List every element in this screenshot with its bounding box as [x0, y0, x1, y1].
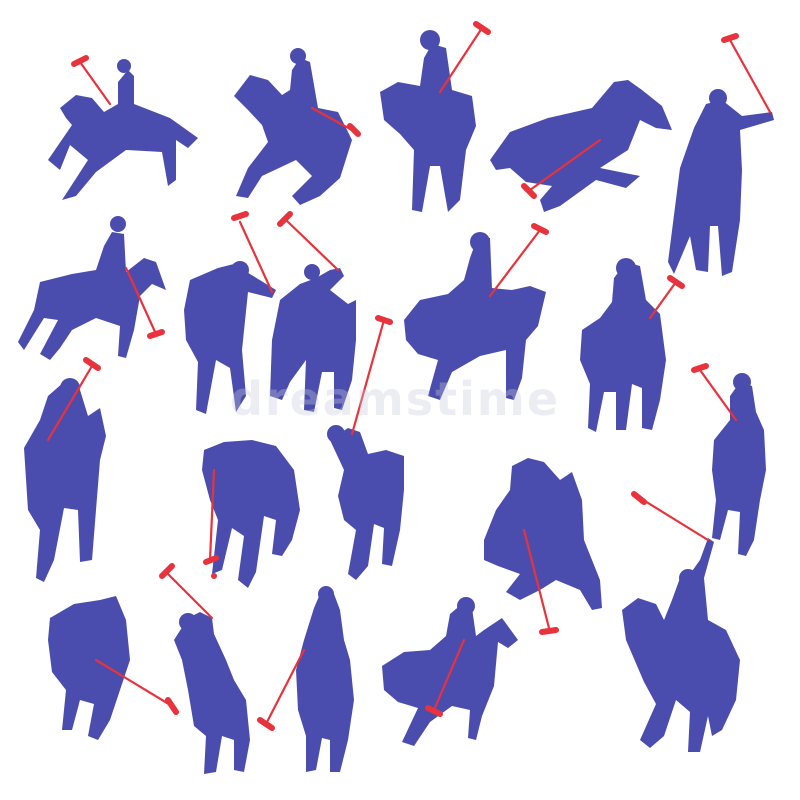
- polo-player-13: [327, 315, 404, 580]
- polo-player-4: [490, 80, 672, 212]
- polo-player-15: [691, 363, 766, 556]
- polo-player-6: [18, 216, 166, 360]
- polo-player-14: [484, 458, 602, 635]
- polo-player-1: [48, 55, 198, 200]
- polo-player-16: [48, 596, 179, 740]
- polo-player-20: [622, 491, 740, 752]
- polo-player-10: [580, 258, 685, 432]
- polo-player-17: [159, 563, 250, 774]
- polo-player-19: [382, 597, 518, 746]
- polo-player-18: [257, 586, 354, 772]
- polo-player-5: [668, 33, 774, 276]
- polo-player-11: [24, 357, 106, 582]
- polo-player-9: [404, 223, 549, 400]
- polo-player-12: [202, 440, 300, 588]
- polo-player-2: [234, 48, 361, 205]
- polo-player-7: [184, 211, 276, 414]
- polo-player-3: [380, 21, 491, 212]
- polo-player-8: [270, 211, 356, 412]
